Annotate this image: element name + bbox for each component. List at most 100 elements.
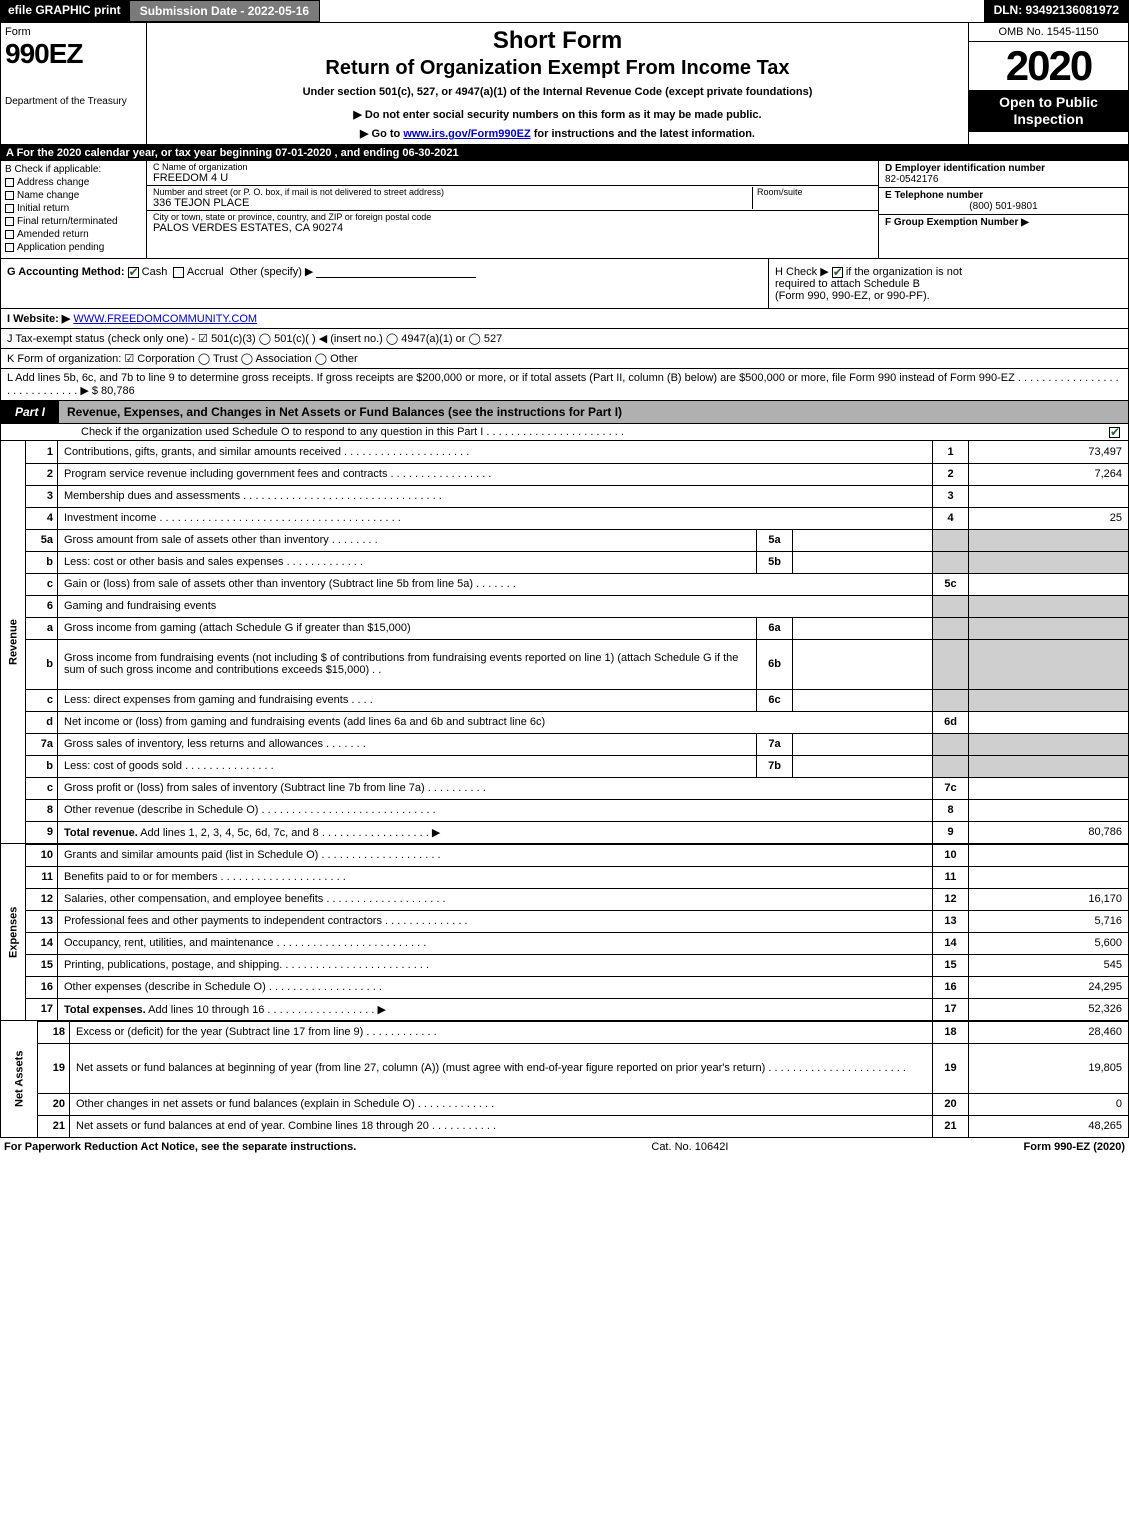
section-h: H Check ▶ if the organization is not req… xyxy=(768,259,1128,308)
sub-line-value xyxy=(793,755,933,777)
amount-shaded xyxy=(969,529,1129,551)
chk-address-change[interactable]: Address change xyxy=(5,177,142,188)
line-description: Gross profit or (loss) from sales of inv… xyxy=(58,777,933,799)
chk-amended-return[interactable]: Amended return xyxy=(5,229,142,240)
amount-shaded xyxy=(969,551,1129,573)
line-number: 15 xyxy=(26,954,58,976)
line-amount: 24,295 xyxy=(969,976,1129,998)
chk-application-pending[interactable]: Application pending xyxy=(5,242,142,253)
right-line-number: 10 xyxy=(933,844,969,866)
right-line-number: 8 xyxy=(933,799,969,821)
chk-accrual[interactable] xyxy=(173,267,184,278)
right-line-number: 15 xyxy=(933,954,969,976)
header-right: OMB No. 1545-1150 2020 Open to Public In… xyxy=(968,23,1128,144)
right-num-shaded xyxy=(933,551,969,573)
e-label: E Telephone number xyxy=(885,190,983,201)
chk-schedule-o[interactable] xyxy=(1109,427,1120,438)
checkbox-icon[interactable] xyxy=(5,204,14,213)
page-footer: For Paperwork Reduction Act Notice, see … xyxy=(0,1138,1129,1156)
form-title: Return of Organization Exempt From Incom… xyxy=(155,57,960,80)
chk-name-change[interactable]: Name change xyxy=(5,190,142,201)
checkbox-icon[interactable] xyxy=(5,217,14,226)
line-amount: 545 xyxy=(969,954,1129,976)
amount-shaded xyxy=(969,755,1129,777)
line-amount xyxy=(969,485,1129,507)
line-number: 1 xyxy=(26,441,58,463)
line-amount xyxy=(969,711,1129,733)
top-bar: efile GRAPHIC print Submission Date - 20… xyxy=(0,0,1129,22)
footer-right: Form 990-EZ (2020) xyxy=(1024,1141,1125,1153)
line-amount: 28,460 xyxy=(969,1021,1129,1043)
line-number: 8 xyxy=(26,799,58,821)
line-description: Other expenses (describe in Schedule O) … xyxy=(58,976,933,998)
line-description: Gain or (loss) from sale of assets other… xyxy=(58,573,933,595)
amount-shaded xyxy=(969,733,1129,755)
section-b: B Check if applicable: Address change Na… xyxy=(1,161,147,258)
checkbox-icon[interactable] xyxy=(5,178,14,187)
chk-schedule-b[interactable] xyxy=(832,267,843,278)
footer-left: For Paperwork Reduction Act Notice, see … xyxy=(4,1141,356,1153)
short-form-title: Short Form xyxy=(155,27,960,55)
part1-title: Revenue, Expenses, and Changes in Net As… xyxy=(59,401,1128,423)
right-line-number: 11 xyxy=(933,866,969,888)
section-i: I Website: ▶ WWW.FREEDOMCOMMUNITY.COM xyxy=(0,309,1129,329)
irs-link[interactable]: www.irs.gov/Form990EZ xyxy=(403,128,530,140)
line-amount: 25 xyxy=(969,507,1129,529)
line-number: 3 xyxy=(26,485,58,507)
right-line-number: 9 xyxy=(933,821,969,843)
submission-date: Submission Date - 2022-05-16 xyxy=(129,0,320,22)
sub-line-number: 7b xyxy=(757,755,793,777)
checkbox-icon[interactable] xyxy=(5,243,14,252)
form-header: Form 990EZ Department of the Treasury Sh… xyxy=(0,22,1129,145)
line-amount: 19,805 xyxy=(969,1043,1129,1093)
right-line-number: 14 xyxy=(933,932,969,954)
sub-line-number: 6a xyxy=(757,617,793,639)
line-number: 11 xyxy=(26,866,58,888)
right-line-number: 12 xyxy=(933,888,969,910)
section-l: L Add lines 5b, 6c, and 7b to line 9 to … xyxy=(0,369,1129,401)
line-description: Gross amount from sale of assets other t… xyxy=(58,529,757,551)
side-label: Net Assets xyxy=(1,1021,38,1137)
revenue-table: Revenue1Contributions, gifts, grants, an… xyxy=(0,441,1129,844)
line-number: 21 xyxy=(38,1115,70,1137)
line-number: c xyxy=(26,777,58,799)
efile-label[interactable]: efile GRAPHIC print xyxy=(0,0,129,22)
line-amount: 5,716 xyxy=(969,910,1129,932)
sub-line-value xyxy=(793,639,933,689)
right-line-number: 19 xyxy=(933,1043,969,1093)
chk-initial-return[interactable]: Initial return xyxy=(5,203,142,214)
section-c: C Name of organization FREEDOM 4 U Numbe… xyxy=(147,161,878,258)
row-a-tax-year: A For the 2020 calendar year, or tax yea… xyxy=(0,145,1129,161)
line-description: Investment income . . . . . . . . . . . … xyxy=(58,507,933,529)
line-number: 13 xyxy=(26,910,58,932)
side-label: Revenue xyxy=(1,441,26,843)
line-number: 18 xyxy=(38,1021,70,1043)
line-description: Less: direct expenses from gaming and fu… xyxy=(58,689,757,711)
footer-center: Cat. No. 10642I xyxy=(651,1141,728,1153)
right-num-shaded xyxy=(933,529,969,551)
checkbox-icon[interactable] xyxy=(5,230,14,239)
line-number: b xyxy=(26,755,58,777)
form-label: Form xyxy=(5,26,142,38)
line-amount: 80,786 xyxy=(969,821,1129,843)
f-label: F Group Exemption Number ▶ xyxy=(885,217,1029,228)
line-number: 6 xyxy=(26,595,58,617)
right-num-shaded xyxy=(933,733,969,755)
website-link[interactable]: WWW.FREEDOMCOMMUNITY.COM xyxy=(73,313,257,325)
goto-line: ▶ Go to www.irs.gov/Form990EZ for instru… xyxy=(155,127,960,140)
b-label: B Check if applicable: xyxy=(5,164,142,175)
other-specify-input[interactable] xyxy=(316,266,476,278)
line-description: Other revenue (describe in Schedule O) .… xyxy=(58,799,933,821)
chk-final-return[interactable]: Final return/terminated xyxy=(5,216,142,227)
line-amount xyxy=(969,844,1129,866)
line-number: c xyxy=(26,573,58,595)
line-description: Occupancy, rent, utilities, and maintena… xyxy=(58,932,933,954)
amount-shaded xyxy=(969,689,1129,711)
line-amount: 48,265 xyxy=(969,1115,1129,1137)
right-line-number: 7c xyxy=(933,777,969,799)
line-amount: 73,497 xyxy=(969,441,1129,463)
checkbox-icon[interactable] xyxy=(5,191,14,200)
line-number: 4 xyxy=(26,507,58,529)
line-amount xyxy=(969,573,1129,595)
chk-cash[interactable] xyxy=(128,267,139,278)
